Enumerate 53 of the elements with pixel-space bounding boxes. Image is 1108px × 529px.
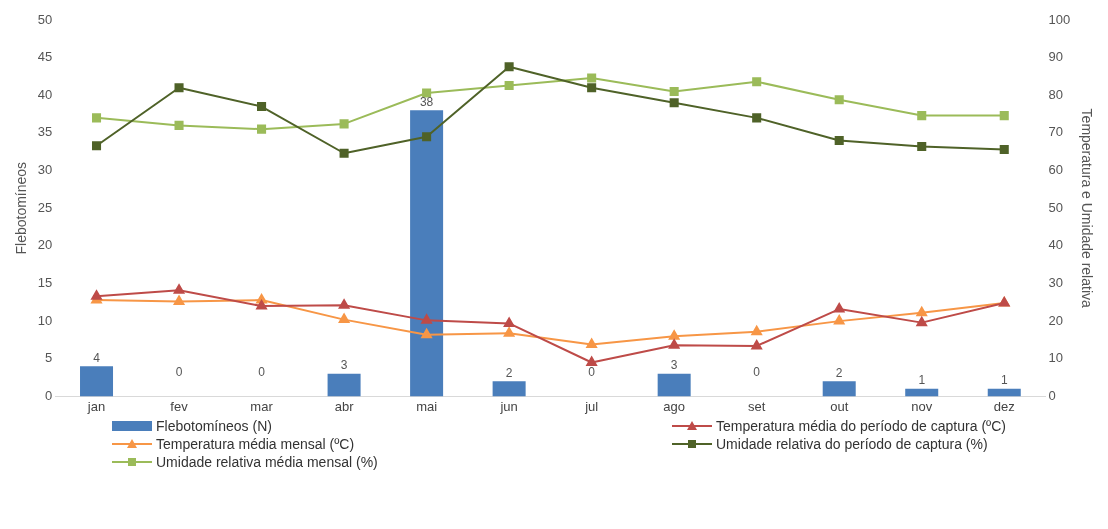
y-tick-label: 0 — [45, 387, 53, 403]
y-tick-label: 20 — [37, 237, 53, 253]
y2-tick-label: 100 — [1048, 11, 1071, 27]
x-tick-label: mar — [250, 398, 274, 414]
y-tick-label: 40 — [37, 86, 53, 102]
y-tick-label: 10 — [37, 312, 53, 328]
y2-tick-label: 50 — [1048, 199, 1063, 215]
y2-tick-label: 70 — [1048, 124, 1063, 140]
y-tick-label: 25 — [37, 199, 53, 215]
data-label: 38 — [419, 94, 434, 109]
y2-tick-label: 90 — [1048, 49, 1063, 65]
y-tick-label: 45 — [37, 49, 53, 65]
legend-label: Umidade relativa média mensal (%) — [156, 454, 378, 470]
y2-tick-label: 20 — [1048, 312, 1063, 328]
y-tick-label: 15 — [37, 275, 53, 291]
data-label: 0 — [753, 364, 761, 379]
data-label: 3 — [670, 358, 678, 373]
x-tick-label: jul — [584, 398, 599, 414]
y-tick-label: 5 — [45, 350, 53, 366]
x-tick-label: ago — [663, 398, 686, 414]
y2-tick-label: 10 — [1048, 350, 1063, 366]
data-label: 2 — [835, 365, 843, 380]
y-tick-label: 30 — [37, 162, 53, 178]
legend-label: Temperatura média do período de captura (ºC) — [716, 418, 1006, 434]
x-tick-label: mai — [416, 398, 438, 414]
y-tick-label: 35 — [37, 124, 53, 140]
data-label: 0 — [258, 364, 266, 379]
data-label: 3 — [340, 358, 348, 373]
data-label: 1 — [1000, 373, 1008, 388]
y2-axis-title: Temperatura e Umidade relativa — [1078, 108, 1095, 309]
x-tick-label: nov — [911, 398, 933, 414]
data-label: 0 — [175, 364, 183, 379]
x-tick-label: abr — [334, 398, 355, 414]
y2-tick-label: 80 — [1048, 86, 1063, 102]
x-tick-label: jun — [499, 398, 518, 414]
y2-tick-label: 0 — [1048, 387, 1056, 403]
data-label: 0 — [588, 364, 596, 379]
data-label: 1 — [918, 373, 926, 388]
y2-tick-label: 60 — [1048, 162, 1063, 178]
y2-tick-label: 40 — [1048, 237, 1063, 253]
y-axis-title: Flebotomíneos — [13, 161, 30, 255]
y2-tick-label: 30 — [1048, 275, 1063, 291]
x-tick-label: fev — [170, 398, 189, 414]
legend-label: Umidade relativa do período de captura (%) — [716, 436, 988, 452]
legend-label: Flebotomíneos (N) — [156, 418, 272, 434]
x-tick-label: out — [830, 398, 849, 414]
x-tick-label: jan — [86, 398, 106, 414]
legend-label: Temperatura média mensal (ºC) — [156, 436, 355, 452]
data-label: 2 — [505, 365, 513, 380]
y-tick-label: 50 — [37, 11, 53, 27]
x-tick-label: dez — [993, 398, 1015, 414]
data-label: 4 — [93, 350, 101, 365]
x-tick-label: set — [748, 398, 766, 414]
